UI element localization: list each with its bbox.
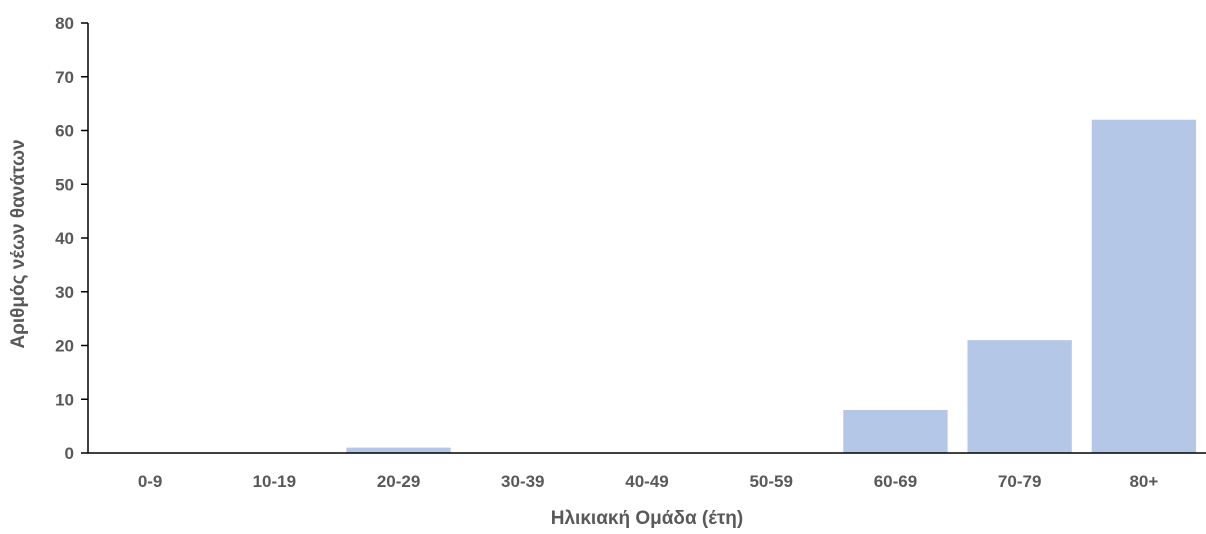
x-tick-label: 10-19 — [253, 472, 296, 491]
y-axis-title: Αριθμός νέων θανάτων — [8, 139, 29, 348]
y-tick-label: 70 — [55, 68, 74, 87]
y-tick-label: 50 — [55, 175, 74, 194]
bar-60-69 — [843, 410, 948, 453]
x-tick-label: 40-49 — [625, 472, 668, 491]
y-axis-ticks: 0 10 20 30 40 50 60 70 80 — [55, 14, 88, 463]
bar-20-29 — [346, 447, 451, 453]
x-axis-title: Ηλικιακή Ομάδα (έτη) — [551, 508, 743, 529]
bar-70-79 — [967, 340, 1072, 453]
y-tick-label: 60 — [55, 122, 74, 141]
x-tick-label: 80+ — [1129, 472, 1158, 491]
x-axis-ticks: 0-9 10-19 20-29 30-39 40-49 50-59 60-69 70-79 80… — [138, 472, 1159, 491]
y-tick-label: 20 — [55, 337, 74, 356]
x-tick-label: 30-39 — [501, 472, 544, 491]
x-tick-label: 70-79 — [998, 472, 1041, 491]
x-tick-label: 0-9 — [138, 472, 163, 491]
y-tick-label: 30 — [55, 283, 74, 302]
y-tick-label: 40 — [55, 229, 74, 248]
y-tick-label: 0 — [65, 444, 74, 463]
x-tick-label: 60-69 — [874, 472, 917, 491]
bar-80+ — [1091, 119, 1197, 453]
y-tick-label: 10 — [55, 390, 74, 409]
x-tick-label: 50-59 — [749, 472, 792, 491]
y-tick-label: 80 — [55, 14, 74, 33]
x-tick-label: 20-29 — [377, 472, 420, 491]
bars-group — [346, 119, 1197, 453]
